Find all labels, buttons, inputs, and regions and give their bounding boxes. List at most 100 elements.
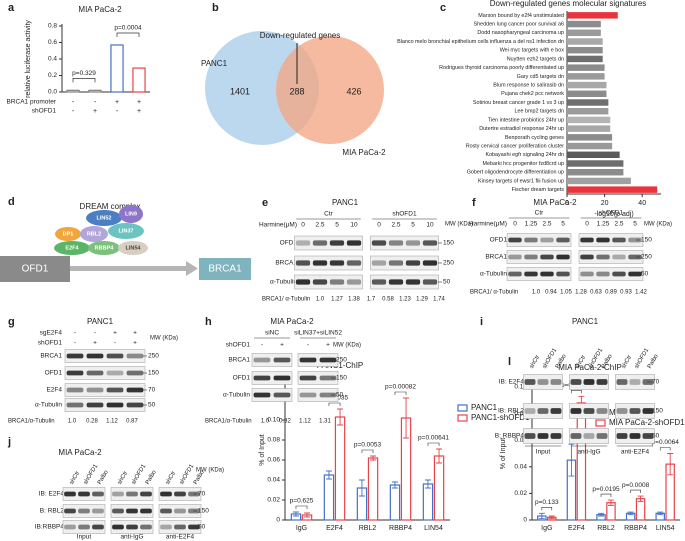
y-tick-label: 0.4	[48, 56, 57, 63]
category-label: Gobert oligodendrocyte differentiation u…	[467, 170, 564, 176]
x-tick-label: 40	[638, 200, 646, 207]
mw-value: 50	[652, 433, 660, 440]
blot-strip	[569, 428, 609, 444]
band	[346, 260, 362, 266]
lane-label: +	[93, 340, 97, 347]
error-bar	[568, 443, 575, 477]
band	[556, 254, 570, 260]
venn-callout: Down-regulated genes	[260, 31, 341, 40]
protein	[86, 210, 122, 226]
quant-value: 1.42	[635, 290, 647, 296]
band	[86, 402, 104, 408]
panel-label: b	[212, 2, 219, 14]
band	[405, 279, 421, 285]
sign: -	[72, 108, 75, 115]
lane-label: 10	[350, 222, 358, 229]
arrow-line	[70, 266, 188, 271]
x-tick-label: E2F4	[568, 525, 585, 532]
band	[616, 433, 628, 439]
group-label: Input	[536, 449, 551, 456]
band	[126, 491, 138, 497]
category-label: Marson bound by e2f4 unstimulated	[478, 13, 564, 19]
error-bar	[607, 499, 614, 506]
band	[422, 260, 438, 266]
blot-strip	[251, 388, 293, 402]
band	[570, 408, 582, 414]
band	[92, 491, 104, 497]
category-label: Rosty cervical cancer proliferation clus…	[466, 143, 564, 149]
lane-label: -	[74, 340, 76, 347]
band	[540, 271, 554, 277]
gene-box	[199, 258, 251, 280]
lane-row-label: Harmine(μM)	[259, 222, 297, 229]
band	[612, 254, 626, 260]
blot-strip	[523, 374, 563, 390]
y-tick-label: 0.04	[267, 477, 280, 484]
quant-value: 1.31	[319, 419, 331, 425]
bracket	[328, 402, 341, 406]
band	[319, 375, 337, 381]
bar	[389, 484, 401, 521]
lane-label: Palbo	[145, 469, 158, 486]
lane-label: +	[133, 340, 137, 347]
quant-value: 0.63	[590, 290, 602, 296]
band	[524, 433, 536, 439]
category-label: Fischer dream targets	[512, 187, 565, 193]
category-label: Mebarki hcc progenitor fzd8crd up	[483, 161, 565, 167]
blot-strip	[578, 250, 644, 264]
row-label: shOFD1	[32, 108, 57, 115]
p-value: p=0.00641	[418, 435, 449, 442]
band	[556, 271, 570, 277]
band	[583, 433, 595, 439]
bar	[567, 38, 603, 45]
band	[174, 491, 186, 497]
band	[312, 240, 328, 246]
category-label: Dutertre estradiol response 24hr up	[479, 126, 564, 132]
bracket	[295, 505, 308, 509]
category-label: Blum response to salirasib dn	[493, 82, 564, 88]
band	[556, 237, 570, 243]
band	[329, 260, 345, 266]
protein-label: RBL2	[87, 231, 101, 237]
error-bar	[304, 512, 311, 518]
row-label: OFD1	[233, 375, 251, 382]
lane-label: 1.25	[525, 221, 538, 228]
quant-value: 1.23	[399, 297, 411, 303]
band	[537, 408, 549, 414]
band	[174, 524, 186, 530]
band	[312, 279, 328, 285]
bar	[567, 46, 603, 54]
mw-value: 150	[443, 240, 454, 247]
blot-strip	[297, 353, 339, 367]
error-bar	[548, 515, 555, 520]
blot-title: PANC1	[572, 317, 599, 326]
quant-value: 0.58	[382, 297, 394, 303]
mw-label: MW (KDa)	[333, 343, 361, 349]
mw-value: 50	[148, 402, 156, 409]
blot-strip	[615, 374, 655, 390]
x-tick-label: LIN54	[656, 525, 675, 532]
y-tick-label: 0.6	[48, 39, 57, 46]
bar	[323, 474, 335, 521]
group-label: shOFD1	[599, 210, 624, 217]
band	[583, 379, 595, 385]
y-tick-label: 0.10	[267, 417, 280, 424]
y-tick-label: 0.08	[514, 410, 527, 417]
group-label: anti-IgG	[577, 449, 600, 456]
x-tick-label: IgG	[296, 525, 307, 532]
band	[66, 353, 84, 359]
band	[273, 392, 291, 398]
legend-swatch	[457, 404, 468, 412]
lane-label: shCtr	[621, 354, 633, 369]
group-label: anti-E2F4	[166, 534, 195, 541]
bar	[567, 64, 605, 71]
category-label: Tien intestine probiotics 24hr up	[488, 117, 564, 123]
band	[596, 379, 608, 385]
band	[508, 254, 522, 260]
band	[583, 408, 595, 414]
sign: -	[94, 99, 97, 106]
band	[140, 524, 152, 530]
quant-value: 0.28	[86, 419, 98, 425]
band	[295, 260, 311, 266]
